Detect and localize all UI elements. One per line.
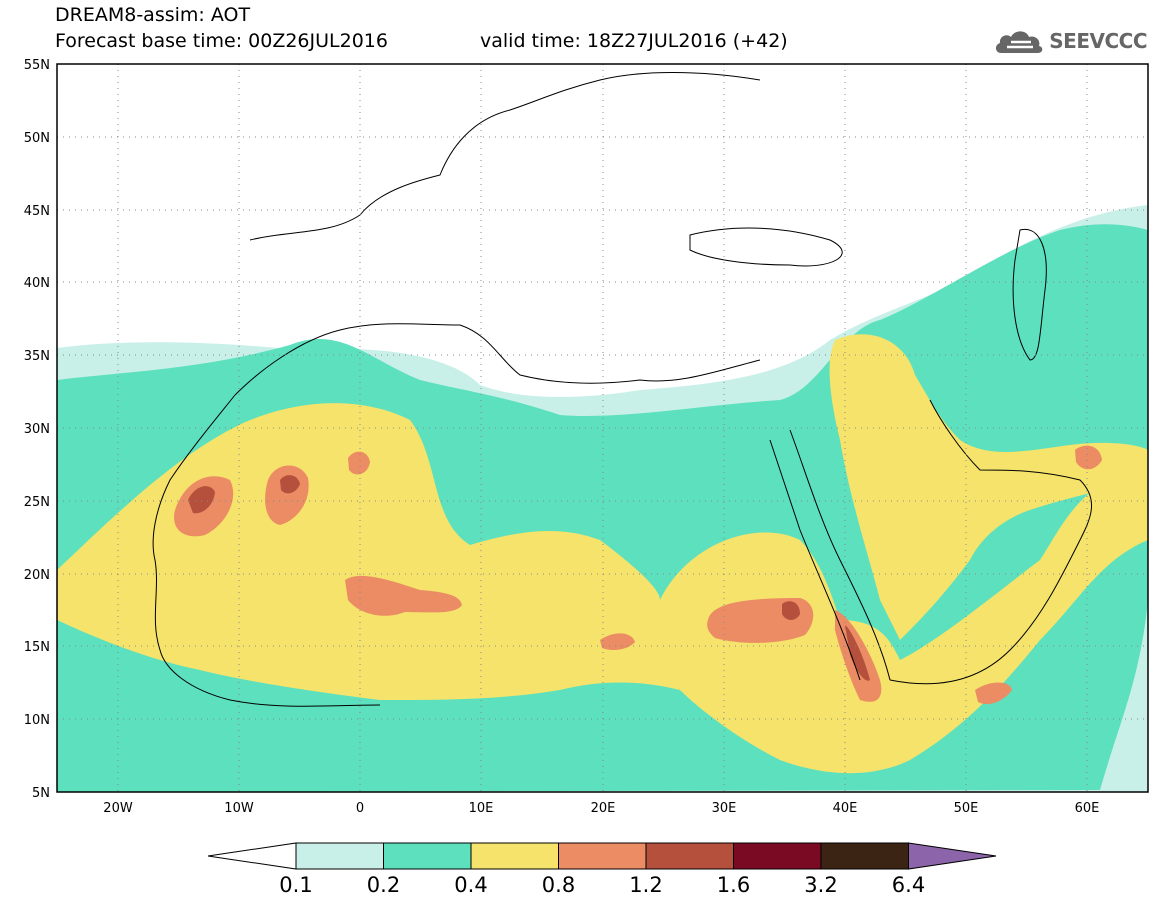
lon-label: 40E: [833, 801, 858, 816]
colorbar-label: 0.1: [279, 873, 312, 897]
colorbar-label: 1.2: [629, 873, 662, 897]
colorbar-low-arrow: [207, 842, 297, 870]
coastline-black-sea: [689, 227, 843, 267]
aot-field-0.8-gulf: [1075, 445, 1102, 470]
lat-label: 25N: [24, 495, 50, 510]
aot-field-1.2-red-sea: [845, 625, 870, 681]
lon-label: 10W: [224, 801, 254, 816]
lon-label: 0: [356, 801, 364, 816]
valid-time: valid time: 18Z27JUL2016 (+42): [480, 30, 788, 52]
lat-label: 35N: [24, 349, 50, 364]
aot-field-0.4-arabia: [829, 334, 1148, 640]
cloud-icon: [996, 31, 1043, 53]
coastline-arabia: [889, 399, 1093, 685]
colorbar-label: 0.8: [542, 873, 575, 897]
colorbar-bin-1.6-3.2: [733, 842, 822, 870]
colorbar-bin-0.4-0.8: [470, 842, 559, 870]
lon-label: 20E: [591, 801, 616, 816]
logo-text: SEEVCCC: [1049, 29, 1147, 53]
colorbar-bin-0.1-0.2: [295, 842, 384, 870]
colorbar-label: 0.2: [367, 873, 400, 897]
seevccc-logo: SEEVCCC: [993, 26, 1147, 56]
coastlines: [152, 72, 1093, 707]
lon-axis: 20W 10W 0 10E 20E 30E 40E 50E 60E: [103, 801, 1099, 816]
colorbar-bin-0.2-0.4: [383, 842, 472, 870]
lat-label: 40N: [24, 276, 50, 291]
coastline-iberia-europe: [249, 72, 761, 241]
coastline-red-sea-west: [769, 439, 861, 681]
colorbar-high-arrow: [908, 842, 997, 870]
coastline-west-africa: [152, 394, 381, 707]
aot-field-1.2-sudan: [782, 601, 800, 620]
aot-field-0.8-mali: [345, 575, 462, 616]
aot-field-1.2-w-sahara: [188, 486, 215, 514]
colorbar-label: 0.4: [454, 873, 487, 897]
colorbar-bin-1.2-1.6: [645, 842, 734, 870]
aot-field-1.2-mauritania: [280, 475, 300, 494]
coastline-caspian: [1012, 228, 1047, 361]
lat-label: 20N: [24, 568, 50, 583]
colorbar-bin-0.8-1.2: [558, 842, 647, 870]
lat-label: 45N: [24, 204, 50, 219]
coastline-north-africa: [234, 323, 761, 396]
coastline-red-sea-east: [789, 429, 891, 681]
lat-axis: 55N 50N 45N 40N 35N 30N 25N 20N 15N 10N …: [24, 58, 50, 801]
colorbar-label: 6.4: [892, 873, 925, 897]
aot-field-0.8-yemen: [975, 682, 1012, 705]
aot-field-0.8-chad: [600, 633, 635, 650]
lat-label: 50N: [24, 131, 50, 146]
lat-label: 10N: [24, 713, 50, 728]
colorbar-bin-3.2-6.4: [820, 842, 909, 870]
lon-label: 20W: [103, 801, 133, 816]
map-frame: [56, 63, 1149, 793]
graticule: [57, 64, 1148, 792]
lat-label: 15N: [24, 640, 50, 655]
lon-label: 30E: [712, 801, 737, 816]
forecast-base-time: Forecast base time: 00Z26JUL2016: [55, 30, 388, 52]
aot-fields: [57, 205, 1148, 792]
lat-label: 55N: [24, 58, 50, 73]
aot-field-0.8-libya: [348, 451, 370, 475]
lat-label: 5N: [32, 786, 50, 801]
lon-label: 50E: [954, 801, 979, 816]
colorbar-label: 3.2: [804, 873, 837, 897]
lat-label: 30N: [24, 422, 50, 437]
lon-label: 10E: [469, 801, 494, 816]
lon-label: 60E: [1075, 801, 1100, 816]
colorbar: 0.1 0.2 0.4 0.8 1.2 1.6 3.2 6.4: [207, 842, 997, 897]
title-line-1: DREAM8-assim: AOT: [55, 4, 251, 26]
colorbar-label: 1.6: [717, 873, 750, 897]
